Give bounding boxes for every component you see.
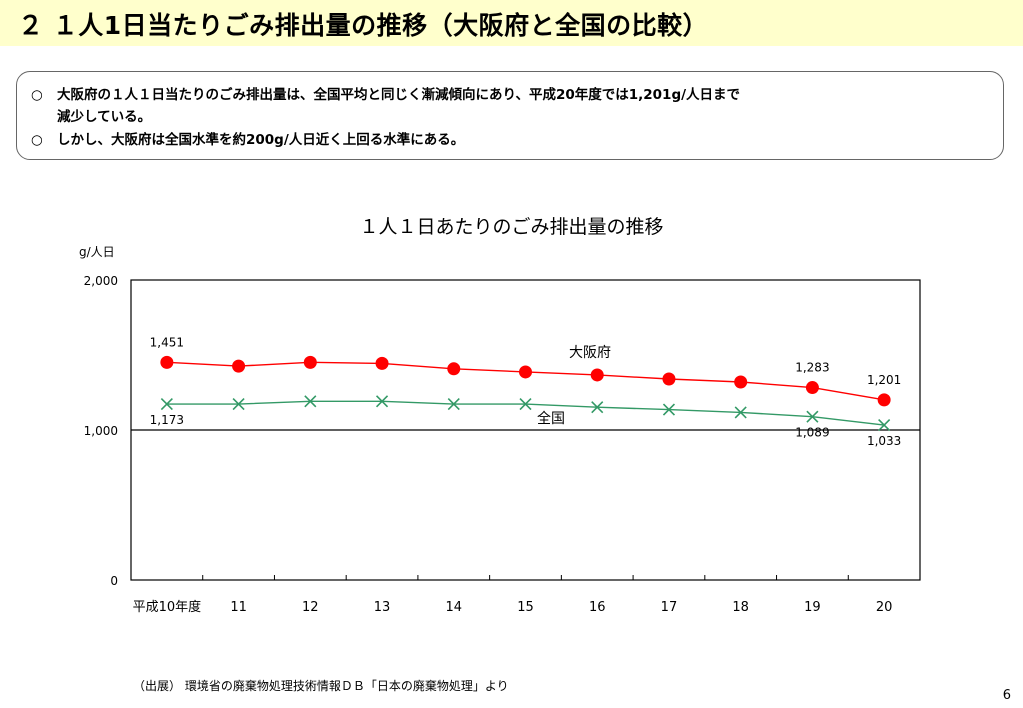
- data-point-osaka: [590, 368, 604, 382]
- summary-text-2: しかし、大阪府は全国水準を約200g/人日近く上回る水準にある。: [57, 132, 465, 148]
- data-point-osaka: [519, 365, 532, 379]
- data-label: 1,451: [150, 335, 184, 349]
- y-axis-label: g/人日: [79, 245, 115, 259]
- x-tick-label: 20: [876, 600, 893, 615]
- data-point-national: [375, 395, 389, 408]
- data-label: 1,201: [867, 373, 901, 387]
- data-point-national: [519, 397, 532, 411]
- x-tick-label: 18: [732, 600, 749, 615]
- summary-box: ○ 大阪府の１人１日当たりのごみ排出量は、全国平均と同じく漸減傾向にあり、平成20…: [16, 71, 1004, 160]
- data-point-national: [806, 410, 819, 423]
- data-label: 1,033: [867, 434, 901, 448]
- data-point-national: [878, 418, 891, 432]
- x-tick-label: 14: [445, 600, 462, 615]
- data-label: 1,089: [795, 426, 829, 440]
- data-point-national: [662, 403, 676, 416]
- x-tick-label: 19: [804, 600, 821, 615]
- title-bar: ２ １人1日当たりごみ排出量の推移（大阪府と全国の比較）: [0, 0, 1023, 46]
- chart-title: １人１日あたりのごみ排出量の推移: [359, 216, 664, 238]
- data-point-osaka: [662, 372, 676, 386]
- x-tick-label: 12: [302, 600, 319, 615]
- data-point-osaka: [232, 359, 246, 373]
- data-point-national: [447, 397, 460, 411]
- data-point-national: [734, 406, 747, 419]
- data-label: 1,283: [795, 361, 829, 375]
- data-point-osaka: [303, 355, 317, 369]
- page-number: 6: [1002, 688, 1011, 703]
- data-point-osaka: [160, 355, 174, 369]
- data-point-national: [304, 395, 317, 408]
- summary-bullet-2: ○ しかし、大阪府は全国水準を約200g/人日近く上回る水準にある。: [31, 128, 464, 148]
- data-point-osaka: [877, 393, 891, 407]
- data-label: 1,173: [150, 413, 184, 427]
- series-label-national: 全国: [537, 410, 565, 427]
- x-tick-label: 15: [517, 600, 534, 615]
- summary-bullet-1: ○ 大阪府の１人１日当たりのごみ排出量は、全国平均と同じく漸減傾向にあり、平成20…: [31, 83, 740, 103]
- x-tick-label: 平成10年度: [133, 599, 202, 615]
- y-tick-label: 1,000: [84, 424, 118, 438]
- summary-text-1: 大阪府の１人１日当たりのごみ排出量は、全国平均と同じく漸減傾向にあり、平成20年…: [57, 87, 741, 103]
- data-point-osaka: [375, 356, 389, 370]
- y-tick-label: 0: [110, 574, 118, 588]
- x-tick-label: 11: [230, 600, 247, 615]
- page-title: ２ １人1日当たりごみ排出量の推移（大阪府と全国の比較）: [18, 11, 709, 40]
- source-note: （出展） 環境省の廃棄物処理技術情報ＤＢ「日本の廃棄物処理」より: [133, 679, 509, 693]
- bullet-circle-icon: ○: [31, 132, 43, 148]
- data-point-osaka: [805, 381, 819, 395]
- x-tick-label: 13: [374, 600, 391, 615]
- data-point-national: [160, 397, 173, 411]
- data-point-national: [591, 401, 604, 414]
- data-point-osaka: [734, 375, 748, 389]
- bullet-circle-icon: ○: [31, 87, 43, 103]
- data-point-national: [232, 397, 245, 411]
- data-point-osaka: [447, 362, 461, 376]
- x-tick-label: 17: [661, 600, 678, 615]
- summary-bullet-1-continued: 減少している。: [57, 109, 152, 125]
- y-tick-label: 2,000: [84, 274, 118, 288]
- series-label-osaka: 大阪府: [569, 345, 611, 361]
- x-tick-label: 16: [589, 600, 606, 615]
